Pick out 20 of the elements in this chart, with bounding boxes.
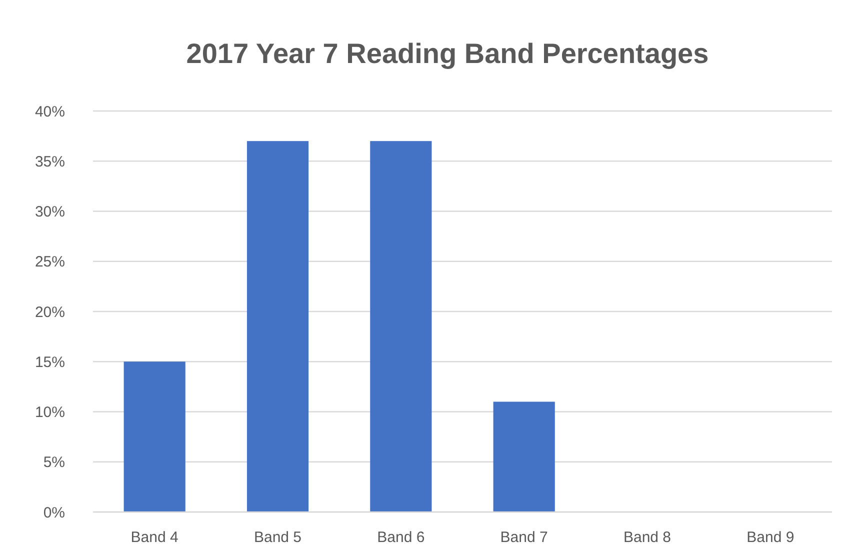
y-tick-label: 20% [34,304,65,321]
x-tick-label: Band 5 [254,529,302,546]
x-tick-label: Band 8 [623,529,672,546]
x-tick-label: Band 9 [746,529,794,546]
chart-title: 2017 Year 7 Reading Band Percentages [186,38,709,69]
y-tick-label: 35% [34,153,65,170]
y-tick-label: 5% [43,454,65,472]
y-tick-label: 10% [34,404,65,421]
x-tick-label: Band 4 [130,529,178,546]
bar [124,362,186,512]
y-tick-label: 40% [34,103,65,120]
x-tick-label: Band 7 [500,529,548,546]
y-tick-label: 15% [34,354,65,371]
bar [493,402,555,512]
bar [370,141,432,512]
y-tick-label: 25% [34,254,65,271]
y-tick-label: 0% [43,504,65,522]
x-tick-label: Band 6 [377,529,425,546]
y-tick-label: 30% [34,204,65,220]
bar [246,141,309,512]
